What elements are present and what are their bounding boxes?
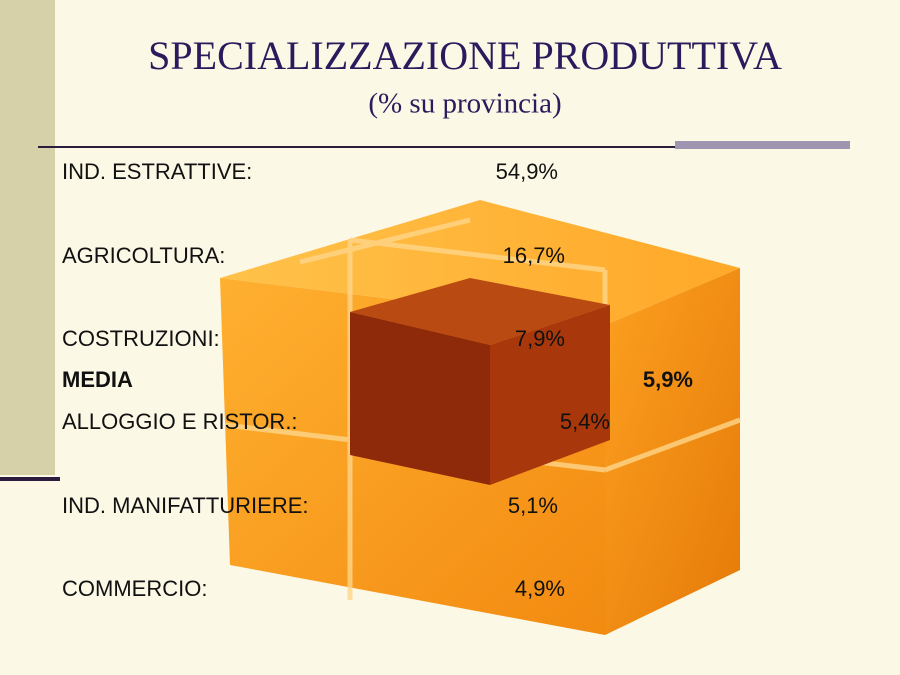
row-label: IND. ESTRATTIVE: xyxy=(62,159,252,184)
row-value: 5,4% xyxy=(560,409,610,434)
row-label: MEDIA xyxy=(62,367,133,392)
title-rule xyxy=(38,146,850,148)
row-value: 7,9% xyxy=(515,326,565,351)
row-label: COSTRUZIONI: xyxy=(62,326,220,351)
title: SPECIALIZZAZIONE PRODUTTIVA xyxy=(148,33,782,78)
row-value: 54,9% xyxy=(496,159,558,184)
row-value: 5,1% xyxy=(508,493,558,518)
side-bar xyxy=(0,0,55,475)
side-rule xyxy=(0,477,60,481)
row-value: 16,7% xyxy=(503,243,565,268)
row-label: IND. MANIFATTURIERE: xyxy=(62,493,309,518)
row-label: ALLOGGIO E RISTOR.: xyxy=(62,409,298,434)
row-value: 4,9% xyxy=(515,576,565,601)
rows: IND. ESTRATTIVE: 54,9% AGRICOLTURA: 16,7% CO… xyxy=(62,159,693,601)
rule-accent xyxy=(675,141,850,149)
subtitle: (% su provincia) xyxy=(368,88,561,120)
row-label: AGRICOLTURA: xyxy=(62,243,225,268)
cube-illustration xyxy=(220,200,741,635)
row-label: COMMERCIO: xyxy=(62,576,207,601)
row-value: 5,9% xyxy=(643,367,693,392)
